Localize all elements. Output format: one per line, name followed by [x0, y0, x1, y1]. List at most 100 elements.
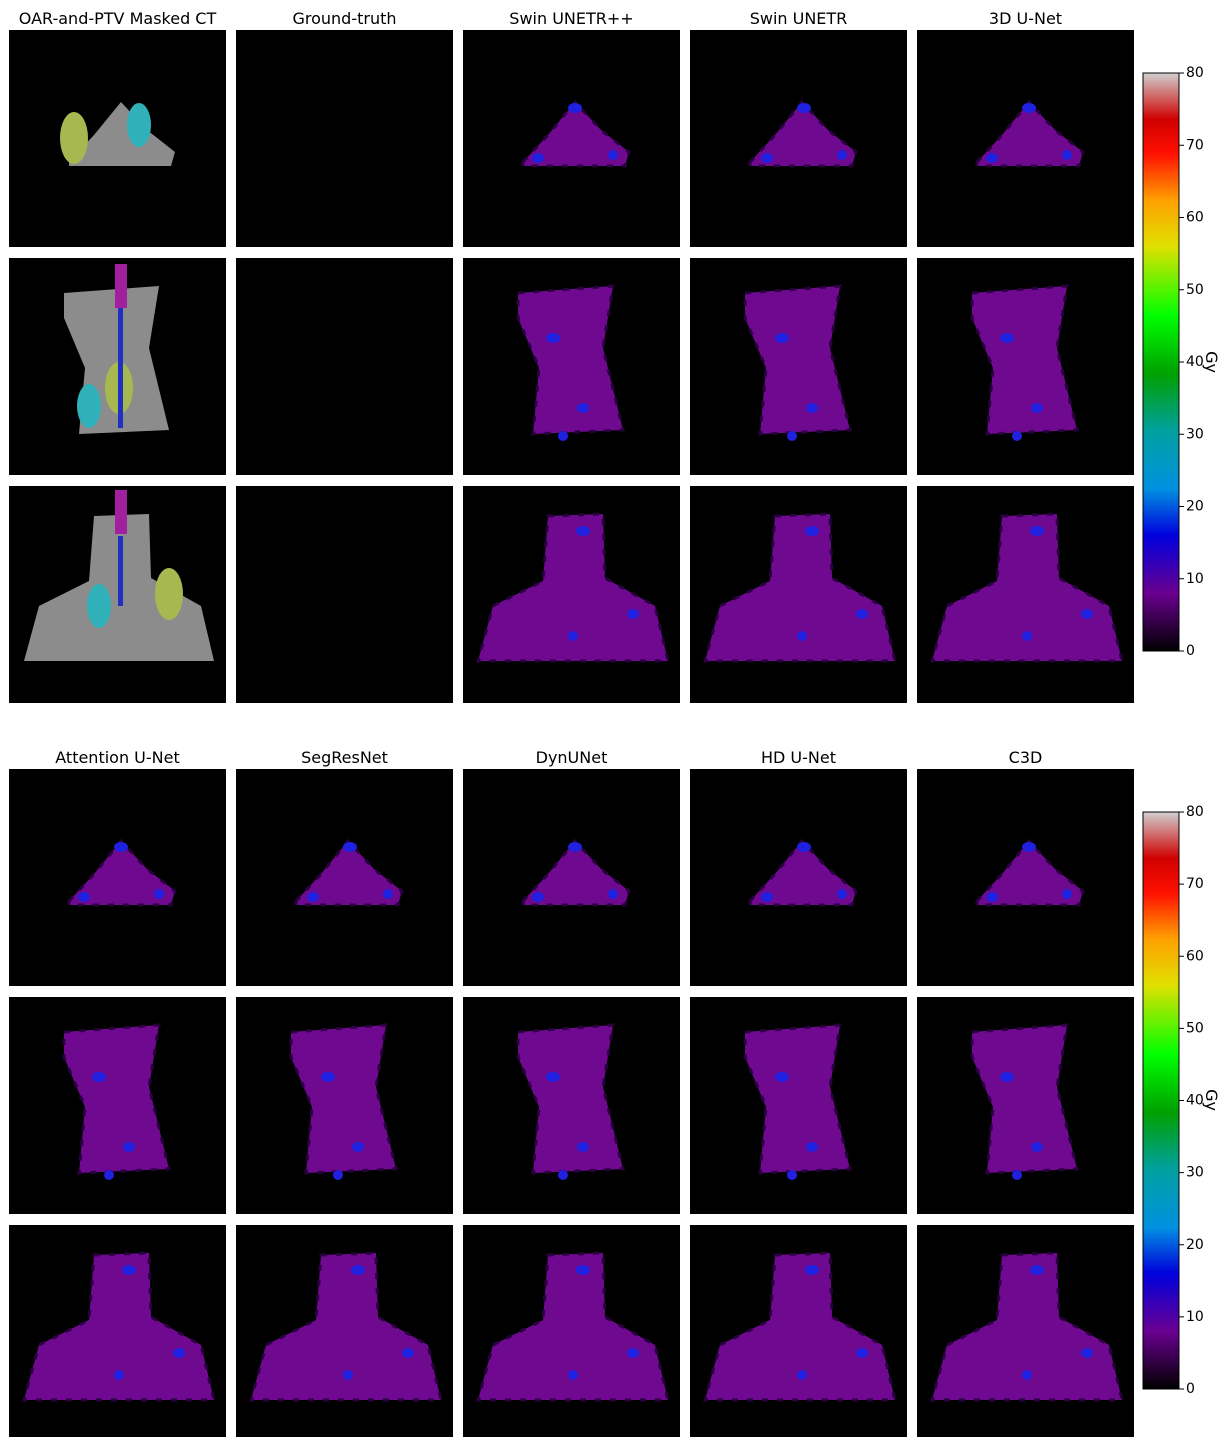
image-cell	[690, 258, 907, 475]
dose-distribution	[518, 286, 623, 434]
image-background	[236, 30, 453, 247]
dose-texture	[516, 284, 625, 436]
dose-hotspot	[122, 1265, 136, 1275]
ptv	[115, 264, 127, 308]
dose-distribution	[69, 841, 175, 905]
dose-hotspot	[568, 631, 578, 641]
dose-hotspot	[402, 1348, 414, 1358]
dose-texture	[516, 1023, 625, 1175]
colorbar-label: Gy	[1202, 1089, 1221, 1111]
colorbar-tick-label: 40	[1186, 354, 1204, 370]
column-title: DynUNet	[536, 748, 608, 767]
image-cell	[917, 486, 1134, 703]
column-title: HD U-Net	[761, 748, 836, 767]
dose-texture	[930, 512, 1124, 663]
colorbar-tick-label: 10	[1186, 571, 1204, 587]
colorbar-tick-label: 60	[1186, 210, 1204, 226]
dose-texture	[289, 1023, 398, 1175]
dose-hotspot	[343, 842, 357, 852]
image-cell	[463, 486, 680, 703]
dose-texture	[975, 99, 1085, 168]
colorbar	[1142, 811, 1180, 1390]
dose-distribution	[518, 1025, 623, 1173]
image-cell	[9, 258, 226, 475]
column-title: Swin UNETR++	[509, 9, 633, 28]
dose-distribution	[972, 1025, 1077, 1173]
dose-distribution	[750, 841, 856, 905]
dose-hotspot	[1022, 842, 1036, 852]
dose-hotspot	[805, 526, 819, 536]
dose-hotspot	[1012, 431, 1022, 441]
dose-hotspot	[1000, 333, 1014, 343]
dose-hotspot	[1030, 1265, 1044, 1275]
dose-hotspot	[123, 1142, 135, 1152]
dose-hotspot	[1022, 631, 1032, 641]
colorbar	[1142, 72, 1180, 652]
dose-hotspot	[837, 889, 847, 899]
image-cell	[690, 997, 907, 1214]
dose-hotspot	[78, 892, 90, 902]
dose-hotspot	[797, 103, 811, 113]
dose-distribution	[296, 841, 402, 905]
dose-hotspot	[568, 103, 582, 113]
dose-distribution	[750, 102, 856, 166]
colorbar-tick-label: 50	[1186, 282, 1204, 298]
dose-hotspot	[787, 1170, 797, 1180]
oar-right	[77, 384, 101, 428]
image-cell	[463, 769, 680, 986]
dose-hotspot	[352, 1142, 364, 1152]
dose-hotspot	[173, 1348, 185, 1358]
dose-hotspot	[577, 1142, 589, 1152]
dose-distribution	[523, 841, 629, 905]
dose-hotspot	[797, 842, 811, 852]
dose-hotspot	[806, 1142, 818, 1152]
dose-hotspot	[1081, 1348, 1093, 1358]
dose-hotspot	[114, 1370, 124, 1380]
dose-hotspot	[546, 333, 560, 343]
column-title: Ground-truth	[292, 9, 396, 28]
dose-hotspot	[1062, 889, 1072, 899]
image-cell	[690, 30, 907, 247]
column-title: C3D	[1009, 748, 1043, 767]
dose-hotspot	[1030, 526, 1044, 536]
dose-hotspot	[986, 153, 998, 163]
oar-right	[127, 103, 151, 147]
dose-hotspot	[856, 1348, 868, 1358]
dose-hotspot	[576, 1265, 590, 1275]
image-cell	[917, 258, 1134, 475]
dose-hotspot	[787, 431, 797, 441]
image-cell	[236, 486, 453, 703]
image-cell	[463, 997, 680, 1214]
dose-hotspot	[1022, 103, 1036, 113]
dose-texture	[249, 1251, 443, 1402]
dose-texture	[476, 512, 670, 663]
dose-hotspot	[154, 889, 164, 899]
image-cell	[690, 769, 907, 986]
dose-hotspot	[775, 1072, 789, 1082]
colorbar-tick-label: 70	[1186, 876, 1204, 892]
dose-hotspot	[104, 1170, 114, 1180]
dose-distribution	[705, 514, 895, 661]
dose-distribution	[705, 1253, 895, 1400]
dose-texture	[703, 512, 897, 663]
dose-hotspot	[608, 889, 618, 899]
dose-hotspot	[797, 631, 807, 641]
dose-distribution	[977, 841, 1083, 905]
column-title: 3D U-Net	[989, 9, 1062, 28]
dose-hotspot	[775, 333, 789, 343]
image-cell	[236, 258, 453, 475]
dose-hotspot	[532, 153, 544, 163]
dose-hotspot	[1012, 1170, 1022, 1180]
dose-hotspot	[321, 1072, 335, 1082]
image-background	[236, 258, 453, 475]
dose-distribution	[745, 286, 850, 434]
dose-hotspot	[558, 1170, 568, 1180]
dose-hotspot	[797, 1370, 807, 1380]
dose-distribution	[64, 1025, 169, 1173]
dose-texture	[930, 1251, 1124, 1402]
dose-hotspot	[1031, 1142, 1043, 1152]
dose-hotspot	[343, 1370, 353, 1380]
dose-hotspot	[627, 1348, 639, 1358]
colorbar-tick-label: 30	[1186, 1165, 1204, 1181]
dose-hotspot	[114, 842, 128, 852]
